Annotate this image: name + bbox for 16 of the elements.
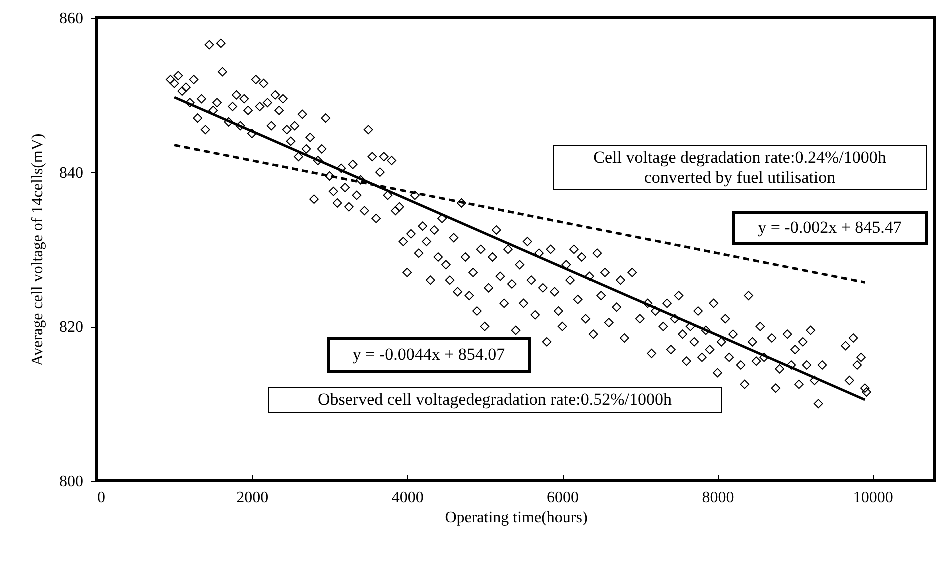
text-box: y = -0.002x + 845.47 xyxy=(732,211,928,245)
y-tick-label: 800 xyxy=(60,474,84,490)
y-tick-label: 860 xyxy=(60,10,84,28)
x-tick-label: 0 xyxy=(98,490,106,506)
text-box: Observed cell voltagedegradation rate:0.52%/1000h xyxy=(268,387,722,413)
x-axis-title: Operating time(hours) xyxy=(445,510,588,526)
text-box: y = -0.0044x + 854.07 xyxy=(327,337,531,373)
y-axis-title: Average cell voltage of 14cells(mV) xyxy=(30,134,46,366)
x-tick-label: 2000 xyxy=(236,490,269,506)
y-tick-label: 840 xyxy=(60,164,84,182)
x-tick-label: 6000 xyxy=(547,490,580,506)
x-tick-label: 10000 xyxy=(853,490,894,506)
x-tick-label: 8000 xyxy=(702,490,734,506)
x-tick-label: 4000 xyxy=(392,490,424,506)
text-box: Cell voltage degradation rate:0.24%/1000h converted by fuel utilisation xyxy=(553,145,927,190)
y-tick-label: 820 xyxy=(60,319,84,336)
